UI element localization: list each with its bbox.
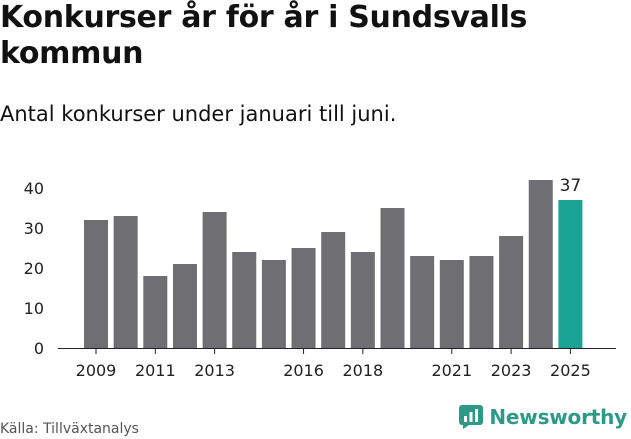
bar-2025	[558, 200, 583, 348]
bar-2019	[380, 208, 405, 348]
brand-logo: Newsworthy	[459, 405, 627, 429]
bar-2017	[321, 232, 346, 348]
bar-2011	[143, 276, 168, 348]
x-tick-label: 2016	[283, 361, 324, 380]
chart-subtitle: Antal konkurser under januari till juni.	[0, 102, 397, 126]
x-tick-label: 2025	[550, 361, 591, 380]
x-tick-label: 2009	[76, 361, 117, 380]
x-tick-label: 2018	[342, 361, 383, 380]
bar-2013	[202, 212, 227, 348]
bar-2015	[261, 260, 286, 348]
y-tick-label: 10	[24, 299, 44, 318]
bar-2010	[113, 216, 138, 348]
bar-2021	[439, 260, 464, 348]
bar-2024	[528, 180, 553, 348]
source-note: Källa: Tillväxtanalys	[0, 421, 139, 437]
bar-chart: 0 10 20 30 40 37 2009 2011 2013 2016 2018 2021 2023 2…	[24, 176, 616, 380]
y-tick-label: 0	[34, 339, 44, 358]
x-tick-label: 2013	[194, 361, 235, 380]
x-tick-label: 2023	[491, 361, 532, 380]
bar-2016	[291, 248, 316, 348]
y-tick-label: 40	[24, 179, 44, 198]
x-tick-label: 2021	[431, 361, 472, 380]
bar-2022	[469, 256, 494, 348]
y-tick-label: 30	[24, 219, 44, 238]
bar-2014	[232, 252, 257, 348]
bar-2009	[84, 220, 108, 348]
data-label: 37	[560, 176, 582, 196]
newsworthy-logo-icon	[459, 405, 484, 429]
y-tick-label: 20	[24, 259, 44, 278]
x-tick-label: 2011	[135, 361, 176, 380]
chart-title: Konkurser år för år i Sundsvalls kommun	[0, 0, 528, 71]
bar-2023	[499, 236, 524, 348]
bar-2020	[410, 256, 435, 348]
bar-2018	[350, 252, 375, 348]
brand-name: Newsworthy	[489, 405, 627, 429]
bar-2012	[172, 264, 197, 348]
